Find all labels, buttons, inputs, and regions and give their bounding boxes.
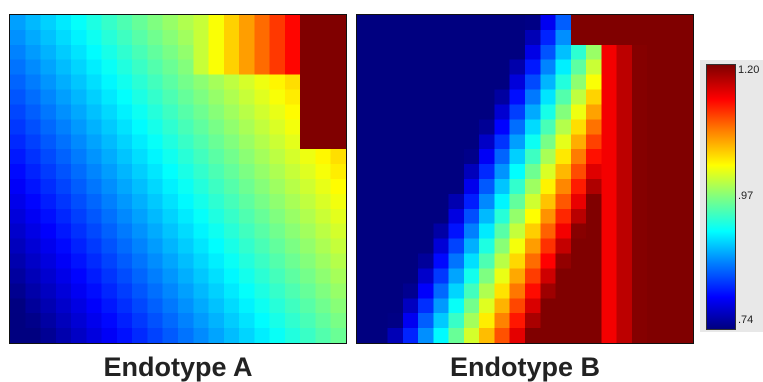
heatmap-b-cells [357, 15, 693, 343]
caption-endotype-a: Endotype A [103, 352, 253, 382]
heatmap-endotype-b [356, 14, 694, 344]
heatmap-endotype-a [9, 14, 347, 344]
colorbar-min-label: .74 [738, 314, 754, 326]
caption-endotype-b: Endotype B [449, 352, 600, 382]
colorbar [706, 64, 736, 330]
heatmap-a-cells [10, 15, 346, 343]
colorbar-max-label: 1.20 [738, 64, 760, 76]
colorbar-mid-label: .97 [738, 190, 754, 202]
